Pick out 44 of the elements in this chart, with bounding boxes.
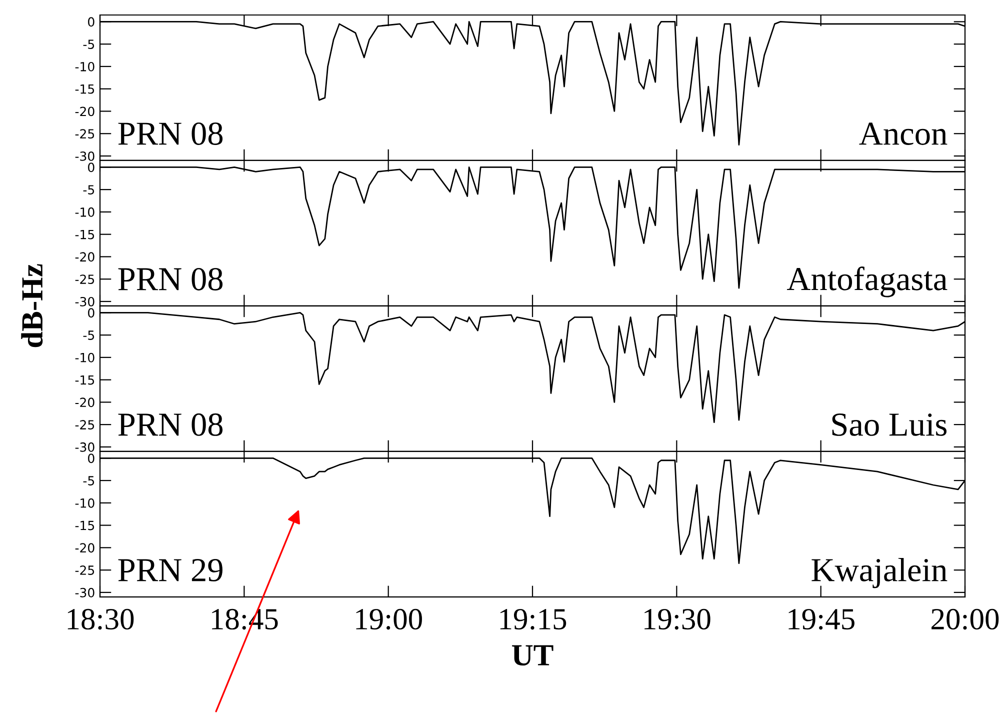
y-tick-label: -25: [75, 420, 94, 430]
y-tick-label: -30: [75, 151, 94, 161]
y-tick-label: -10: [75, 352, 94, 362]
y-tick-label: -10: [75, 62, 94, 72]
annotation: Sao Luis: [832, 414, 946, 436]
x-axis-title: UT: [512, 645, 554, 666]
y-tick-label: -5: [83, 330, 94, 340]
annotation: Ancon: [859, 122, 948, 145]
y-tick-label: -20: [75, 106, 94, 116]
y-tick-label: -20: [75, 398, 94, 408]
y-tick-label: -15: [75, 230, 94, 240]
y-tick-label: -15: [75, 84, 94, 94]
annotation: PRN 08: [118, 268, 223, 290]
y-tick-label: -25: [75, 129, 94, 139]
y-tick-label: -20: [75, 543, 94, 553]
x-tick-label: 19:30: [644, 608, 710, 630]
y-tick-label: 0: [88, 17, 94, 27]
y-tick-label: -25: [75, 274, 94, 284]
annotation: PRN 29: [118, 559, 222, 582]
x-tick-label: 19:45: [788, 608, 854, 630]
x-tick-label: 18:30: [68, 608, 134, 630]
y-tick-label: -20: [75, 252, 94, 262]
x-tick-label: 19:00: [356, 608, 422, 630]
annotation: PRN 08: [118, 413, 223, 436]
annotation: Kwajalein: [812, 558, 948, 588]
y-tick-label: -30: [75, 296, 94, 306]
annotation: PRN 08: [118, 122, 223, 145]
x-tick-label: 20:00: [932, 608, 999, 630]
y-tick-label: -30: [75, 442, 94, 452]
y-tick-label: -10: [75, 207, 94, 217]
y-axis-title: dB-Hz: [21, 264, 43, 348]
y-tick-label: -5: [83, 40, 94, 50]
annotation: Antofagasta: [786, 266, 948, 298]
y-tick-label: -30: [75, 588, 94, 598]
y-tick-label: 0: [88, 454, 94, 464]
x-tick-label: 19:15: [500, 608, 566, 630]
y-tick-label: -25: [75, 566, 94, 575]
y-tick-label: -15: [75, 520, 94, 530]
y-tick-label: -15: [75, 375, 94, 385]
y-tick-label: -10: [75, 498, 94, 508]
y-tick-label: 0: [88, 162, 94, 172]
y-tick-label: -5: [83, 185, 94, 194]
y-tick-label: 0: [88, 308, 94, 318]
y-tick-label: -5: [83, 476, 94, 486]
